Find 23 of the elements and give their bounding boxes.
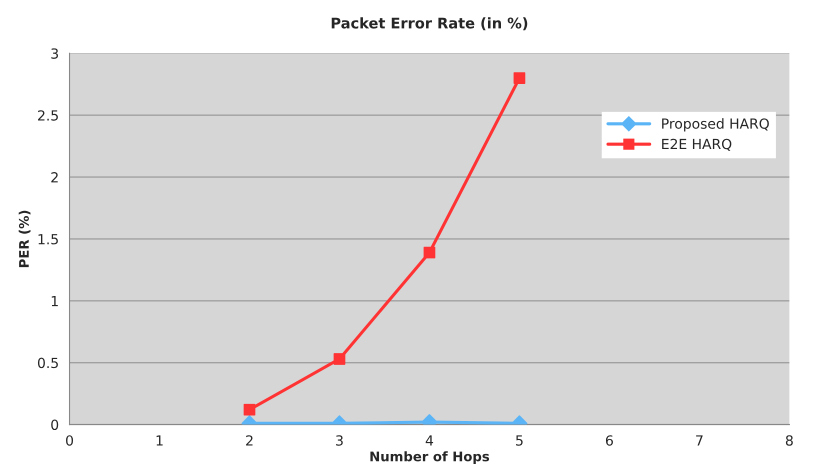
x-tick-label: 6: [606, 435, 613, 446]
point: [514, 72, 526, 84]
legend-label: Proposed HARQ: [662, 118, 769, 132]
x-tick-label: 5: [516, 435, 523, 446]
y-tick-label: 0: [51, 420, 58, 430]
x-tick-label: 3: [336, 435, 343, 446]
y-tick-label: 1: [52, 296, 58, 306]
y-tick-label: 0.5: [38, 358, 58, 368]
legend-label: E2E HARQ: [662, 138, 732, 151]
y-tick-label: 1.5: [38, 234, 58, 244]
x-tick-label: 1: [156, 435, 163, 446]
y-axis-title: PER (%): [18, 210, 30, 268]
x-tick-label: 4: [426, 435, 434, 446]
y-tick-label: 2.5: [38, 110, 58, 121]
point: [424, 246, 436, 258]
x-tick-label: 8: [786, 435, 793, 446]
x-axis-title: Number of Hops: [370, 451, 490, 464]
x-tick-label: 0: [66, 435, 74, 446]
chart-title: Packet Error Rate (in %): [332, 17, 528, 30]
y-tick-label: 2: [51, 172, 58, 182]
y-tick-label: 3: [51, 48, 58, 59]
x-tick-label: 7: [696, 435, 703, 446]
x-tick-label: 2: [246, 435, 253, 446]
